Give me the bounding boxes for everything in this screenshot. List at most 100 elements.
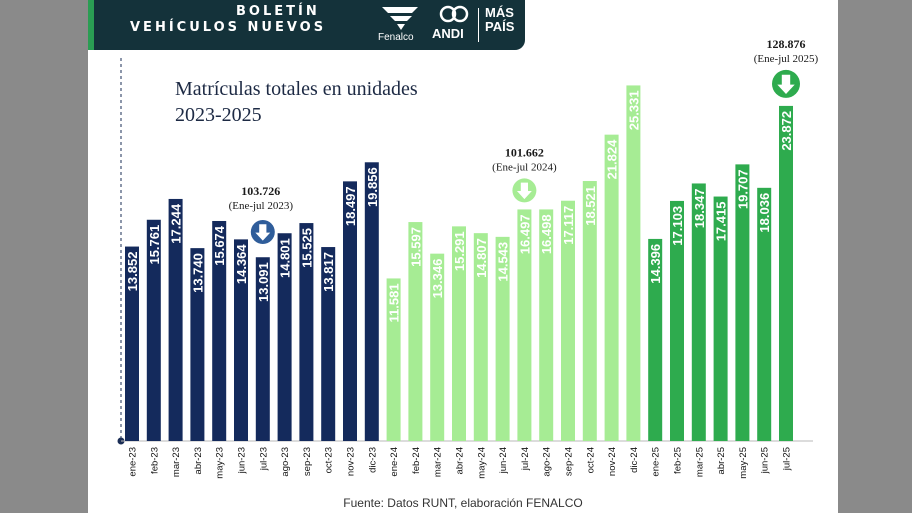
x-tick-label: ago-24 bbox=[542, 447, 553, 477]
bar-dic-24 bbox=[626, 85, 641, 441]
bar-value-label: 17.103 bbox=[670, 206, 685, 246]
bar-value-label: 11.581 bbox=[387, 283, 402, 322]
x-tick-label: dic-24 bbox=[629, 447, 640, 473]
bar-value-label: 23.872 bbox=[779, 111, 794, 151]
slide: BOLETÍN VEHÍCULOS NUEVOS Fenalco ANDI MÁ… bbox=[88, 0, 838, 513]
x-tick-label: mar-23 bbox=[171, 447, 182, 477]
x-tick-label: oct-24 bbox=[585, 447, 596, 473]
x-tick-label: nov-23 bbox=[346, 447, 357, 476]
x-tick-label: sep-23 bbox=[302, 447, 313, 476]
x-tick-label: ago-23 bbox=[280, 447, 291, 477]
bar-dic-23 bbox=[364, 162, 379, 442]
down-arrow-icon bbox=[772, 69, 800, 98]
annotation-period: (Ene-jul 2025) bbox=[754, 53, 819, 65]
bar-value-label: 13.740 bbox=[190, 253, 205, 293]
bar-value-label: 16.498 bbox=[539, 214, 554, 254]
source-footer: Fuente: Datos RUNT, elaboración FENALCO bbox=[343, 496, 583, 510]
x-tick-label: jun-24 bbox=[498, 447, 509, 474]
annotation-period: (Ene-jul 2024) bbox=[492, 161, 557, 173]
x-tick-label: oct-23 bbox=[324, 447, 335, 473]
x-tick-label: sep-24 bbox=[564, 447, 575, 476]
bar-nov-23 bbox=[343, 181, 357, 441]
bar-value-label: 18.521 bbox=[583, 186, 598, 226]
bar-value-label: 13.852 bbox=[125, 252, 140, 292]
bar-value-label: 18.036 bbox=[757, 193, 772, 233]
bar-jul-24 bbox=[517, 209, 532, 441]
bar-value-label: 14.396 bbox=[648, 244, 663, 284]
bar-value-label: 13.346 bbox=[430, 259, 445, 299]
bar-nov-24 bbox=[604, 134, 619, 441]
bar-ene-23 bbox=[125, 246, 139, 441]
logo-divider bbox=[478, 8, 479, 42]
mas-pais-line1: MÁS bbox=[485, 5, 514, 20]
bar-value-label: 15.525 bbox=[299, 228, 314, 268]
x-tick-label: feb-24 bbox=[411, 447, 422, 474]
banner-accent-stripe bbox=[88, 0, 94, 50]
bar-value-label: 17.415 bbox=[714, 202, 729, 242]
x-tick-label: abr-25 bbox=[716, 447, 727, 474]
bar-value-label: 15.291 bbox=[452, 231, 467, 271]
x-tick-label: ene-25 bbox=[651, 447, 662, 477]
banner-title-line1: BOLETÍN bbox=[236, 4, 320, 19]
x-tick-label: dic-23 bbox=[367, 447, 378, 473]
down-arrow-icon bbox=[250, 220, 275, 244]
bar-mar-23 bbox=[168, 198, 183, 441]
x-tick-label: abr-24 bbox=[455, 447, 466, 474]
bar-ene-24 bbox=[386, 278, 401, 441]
banner-title-line2: VEHÍCULOS NUEVOS bbox=[130, 20, 327, 35]
bar-value-label: 14.364 bbox=[234, 244, 249, 285]
bar-jun-24 bbox=[495, 236, 510, 441]
fenalco-emblem-icon bbox=[382, 7, 418, 30]
x-tick-label: feb-23 bbox=[149, 447, 160, 474]
bar-abr-24 bbox=[452, 226, 466, 441]
x-tick-label: ene-24 bbox=[389, 447, 400, 477]
x-tick-label: ene-23 bbox=[128, 447, 139, 477]
mas-pais-logo: MÁS PAÍS bbox=[485, 6, 514, 34]
bar-value-label: 16.497 bbox=[517, 214, 532, 254]
bar-value-label: 13.091 bbox=[256, 262, 271, 302]
down-arrow-icon bbox=[512, 178, 537, 203]
registrations-bar-chart: Matrículas totales en unidades 2023-2025… bbox=[117, 37, 819, 479]
bar-feb-25 bbox=[670, 200, 684, 441]
bar-value-label: 15.597 bbox=[408, 227, 423, 267]
chart-subtitle: 2023-2025 bbox=[175, 104, 262, 126]
bar-mar-24 bbox=[430, 253, 445, 441]
x-tick-label: may-25 bbox=[738, 447, 749, 479]
header-banner: BOLETÍN VEHÍCULOS NUEVOS Fenalco ANDI MÁ… bbox=[88, 0, 525, 50]
mas-pais-line2: PAÍS bbox=[485, 19, 515, 34]
bar-value-label: 15.761 bbox=[147, 225, 162, 265]
x-tick-label: nov-24 bbox=[607, 447, 618, 476]
bar-jun-23 bbox=[234, 239, 248, 441]
bar-sep-23 bbox=[299, 223, 314, 441]
andi-emblem-icon bbox=[439, 5, 469, 23]
x-tick-label: feb-25 bbox=[673, 447, 684, 474]
bar-ene-25 bbox=[648, 238, 663, 441]
bar-value-label: 14.807 bbox=[474, 238, 489, 278]
bar-feb-23 bbox=[146, 219, 161, 441]
bar-value-label: 25.331 bbox=[626, 90, 641, 130]
andi-logo: ANDI bbox=[432, 4, 476, 46]
bar-feb-24 bbox=[408, 222, 423, 441]
x-tick-label: mar-24 bbox=[433, 447, 444, 477]
bar-value-label: 18.497 bbox=[343, 186, 358, 226]
bar-jun-25 bbox=[757, 187, 772, 441]
bar-value-label: 17.244 bbox=[169, 203, 184, 244]
bar-value-label: 19.707 bbox=[735, 169, 750, 209]
bar-may-23 bbox=[212, 220, 227, 441]
bar-value-label: 15.674 bbox=[212, 225, 227, 266]
bar-may-25 bbox=[735, 164, 750, 441]
bar-value-label: 19.856 bbox=[365, 167, 380, 207]
x-tick-label: may-23 bbox=[215, 447, 226, 479]
x-tick-label: may-24 bbox=[476, 447, 487, 479]
fenalco-logo: Fenalco bbox=[378, 4, 422, 46]
x-tick-label: jul-25 bbox=[782, 447, 793, 471]
x-tick-label: mar-25 bbox=[694, 447, 705, 477]
bars-group: 13.852 ene-23 15.761 feb-23 17.244 mar-23 13.7… bbox=[125, 85, 794, 479]
x-tick-label: jul-24 bbox=[520, 447, 531, 471]
annotation-period: (Ene-jul 2023) bbox=[229, 200, 294, 212]
fenalco-logo-label: Fenalco bbox=[378, 32, 414, 43]
bar-value-label: 18.347 bbox=[692, 188, 707, 228]
annotation-total: 103.726 bbox=[241, 184, 280, 198]
bar-value-label: 14.801 bbox=[278, 238, 293, 278]
annotations-group: 103.726 (Ene-jul 2023) 101.662 (Ene-jul 202… bbox=[229, 37, 819, 244]
